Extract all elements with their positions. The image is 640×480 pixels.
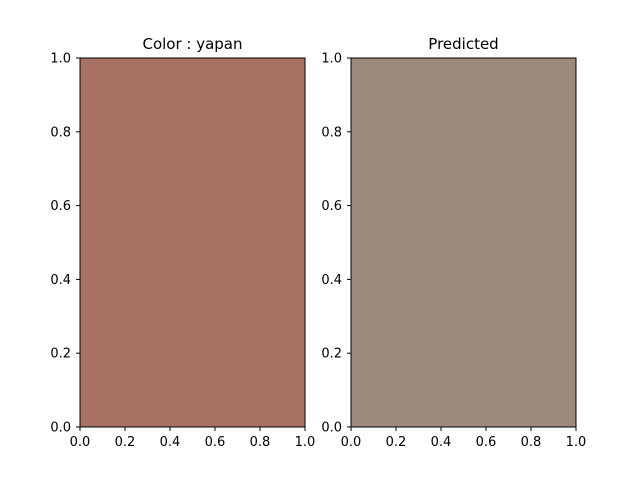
right-x-tick-label: 0.6	[476, 435, 497, 450]
right-axes-frame	[350, 57, 577, 428]
right-panel: Predicted 0.0 0.2 0.4 0.6 0.8 1.0 0.0 0.2 0.4 0.6 0…	[321, 35, 586, 450]
right-color-swatch	[351, 58, 576, 427]
right-y-tick-label: 0.2	[321, 347, 342, 362]
left-x-tick-label: 0.0	[70, 435, 91, 450]
left-color-swatch	[80, 58, 305, 427]
right-y-tick-label: 1.0	[321, 52, 342, 67]
left-y-tick-label: 0.2	[50, 347, 71, 362]
left-x-tick-label: 0.6	[205, 435, 226, 450]
right-panel-title: Predicted	[428, 35, 498, 53]
left-x-tick-label: 0.8	[250, 435, 271, 450]
right-x-tick-label: 0.2	[386, 435, 407, 450]
left-y-tick-label: 0.6	[50, 199, 71, 214]
left-y-tick-label: 0.0	[50, 421, 71, 436]
left-y-tick-label: 0.8	[50, 125, 71, 140]
right-x-tick-label: 0.8	[521, 435, 542, 450]
left-panel-title: Color : yapan	[142, 35, 242, 53]
right-x-tick-label: 1.0	[566, 435, 587, 450]
right-y-tick-label: 0.0	[321, 421, 342, 436]
left-axes-frame	[79, 57, 306, 428]
right-x-tick-label: 0.4	[431, 435, 452, 450]
right-y-tick-label: 0.4	[321, 273, 342, 288]
left-y-tick-label: 0.4	[50, 273, 71, 288]
left-x-tick-label: 0.4	[160, 435, 181, 450]
left-x-tick-label: 0.2	[115, 435, 136, 450]
left-x-tick-label: 1.0	[295, 435, 316, 450]
left-panel: Color : yapan 0.0 0.2 0.4 0.6 0.8 1.0 0.0 0.2 0.4…	[50, 35, 315, 450]
left-y-tick-label: 1.0	[50, 52, 71, 67]
right-x-tick-label: 0.0	[341, 435, 362, 450]
right-y-tick-label: 0.6	[321, 199, 342, 214]
right-y-tick-label: 0.8	[321, 125, 342, 140]
